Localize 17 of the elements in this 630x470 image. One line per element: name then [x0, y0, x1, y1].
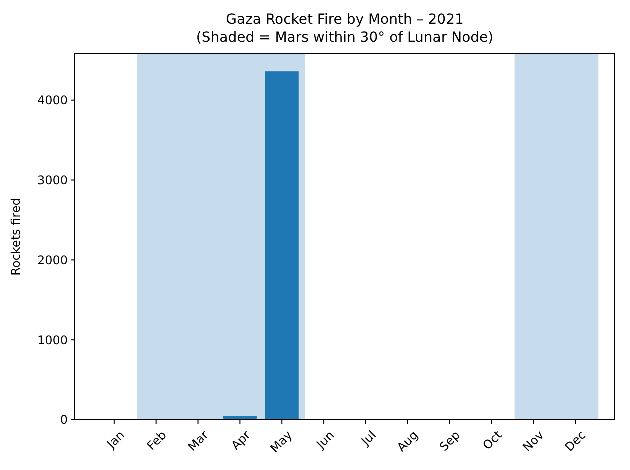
x-tick-label: Sep	[436, 428, 463, 454]
y-tick-label: 1000	[37, 333, 68, 348]
y-axis-title: Rockets fired	[9, 198, 23, 276]
y-tick-label: 3000	[37, 173, 68, 188]
chart-title: Gaza Rocket Fire by Month – 2021 (Shaded = Mars within 30° of Lunar Node)	[196, 12, 494, 46]
x-tick-label: Jun	[313, 428, 338, 452]
x-tick-label: Oct	[480, 428, 506, 453]
x-tick-label: Mar	[185, 428, 212, 454]
x-tick-label: Nov	[520, 428, 547, 455]
x-tick-label: Jul	[358, 428, 380, 450]
y-tick-label: 2000	[37, 253, 68, 268]
y-tick-label: 4000	[37, 94, 68, 108]
x-tick-label: Jan	[104, 428, 128, 452]
x-tick-label: Apr	[228, 428, 254, 453]
y-tick-label: 0	[60, 413, 68, 428]
x-tick-label: Feb	[144, 428, 170, 454]
x-tick-label: Dec	[562, 428, 589, 454]
